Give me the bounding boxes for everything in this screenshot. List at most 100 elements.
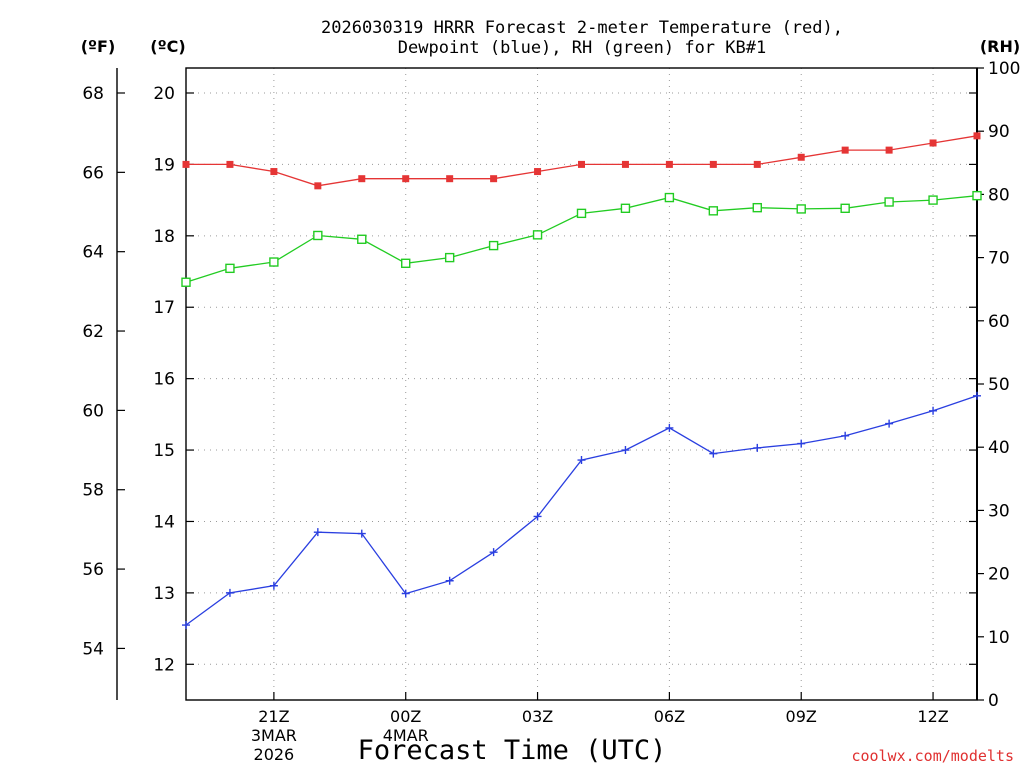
dewpoint-point [225, 588, 234, 597]
temperature-point [314, 182, 322, 190]
dewpoint-point [841, 431, 850, 440]
rh-tick-label: 100 [988, 59, 1020, 79]
dewpoint-point [797, 439, 806, 448]
celsius-tick-label: 16 [153, 370, 175, 390]
rh-tick-label: 40 [988, 438, 1010, 458]
temperature-point [490, 175, 498, 183]
dewpoint-point [445, 576, 454, 585]
rh-tick-label: 30 [988, 501, 1010, 521]
dewpoint-point [973, 391, 981, 400]
temperature-point [578, 160, 585, 168]
temperature-point [182, 160, 190, 168]
rh-tick-label: 20 [988, 565, 1010, 585]
celsius-tick-label: 20 [153, 84, 175, 104]
rh-point [708, 206, 719, 216]
fahrenheit-tick-label: 60 [82, 401, 104, 421]
temperature-point [797, 153, 805, 161]
rh-tick-label: 80 [988, 185, 1010, 205]
dewpoint-point [533, 512, 542, 521]
x-axis-title: Forecast Time (UTC) [358, 735, 667, 766]
temperature-point [358, 175, 366, 183]
celsius-tick-label: 15 [153, 441, 175, 461]
rh-point [313, 230, 323, 241]
rh-point [928, 195, 938, 205]
x-tick-label: 3MAR [251, 726, 297, 745]
dewpoint-point [621, 446, 630, 455]
rh-tick-label: 60 [988, 312, 1010, 332]
temperature-point [226, 160, 234, 168]
rh-point [532, 230, 543, 240]
dewpoint-point [929, 406, 938, 415]
fahrenheit-tick-label: 62 [82, 322, 104, 342]
celsius-unit-label: (ºC) [150, 37, 185, 56]
x-tick-label: 21Z [258, 707, 289, 726]
temperature-point [270, 168, 278, 176]
rh-point [840, 203, 850, 214]
chart-title-line-1: 2026030319 HRRR Forecast 2-meter Tempera… [321, 18, 843, 38]
rh-point [269, 257, 279, 267]
dewpoint-point [357, 529, 366, 538]
temperature-point [709, 160, 717, 168]
rh-point [796, 204, 806, 214]
rh-point [357, 234, 367, 244]
rh-tick-label: 0 [988, 691, 999, 711]
fahrenheit-tick-label: 68 [82, 84, 104, 104]
chart-title-line-2: Dewpoint (blue), RH (green) for KB#1 [398, 38, 766, 58]
temperature-point [446, 175, 454, 183]
rh-point [664, 192, 675, 203]
rh-tick-label: 10 [988, 628, 1010, 648]
rh-point [401, 258, 411, 268]
temperature-point [621, 160, 629, 168]
dewpoint-point [269, 581, 278, 590]
credit-text: coolwx.com/modelts [851, 747, 1014, 765]
fahrenheit-tick-label: 54 [82, 639, 104, 659]
dewpoint-point [489, 548, 498, 557]
temperature-line [186, 135, 978, 187]
celsius-tick-label: 13 [153, 584, 175, 604]
fahrenheit-tick-label: 64 [82, 243, 104, 263]
temperature-point [402, 175, 410, 183]
dewpoint-point [885, 419, 894, 428]
celsius-tick-label: 19 [153, 155, 175, 175]
temperature-point [841, 146, 849, 154]
rh-point [181, 277, 191, 287]
temperature-point [534, 168, 542, 176]
rh-tick-label: 90 [988, 122, 1010, 142]
x-tick-label: 03Z [522, 707, 553, 726]
fahrenheit-tick-label: 56 [82, 560, 104, 580]
rh-point [225, 263, 235, 274]
fahrenheit-unit-label: (ºF) [81, 37, 116, 56]
celsius-tick-label: 12 [153, 655, 175, 675]
dewpoint-point [401, 589, 410, 598]
x-tick-label: 12Z [917, 707, 948, 726]
x-tick-label: 00Z [390, 707, 421, 726]
rh-tick-label: 70 [988, 249, 1010, 269]
celsius-tick-label: 17 [153, 298, 175, 318]
dewpoint-point [182, 621, 190, 630]
dewpoint-point [709, 449, 718, 458]
temperature-point [885, 146, 893, 154]
rh-point [444, 252, 455, 263]
rh-point [752, 202, 762, 213]
data-series [181, 132, 982, 630]
rh-point [620, 203, 631, 214]
x-tick-label: 06Z [654, 707, 685, 726]
dewpoint-point [313, 528, 322, 537]
rh-unit-label: (RH) [980, 37, 1020, 56]
temperature-point [665, 160, 673, 168]
rh-point [576, 208, 587, 219]
dewpoint-line [185, 395, 978, 626]
rh-point [884, 197, 894, 207]
celsius-tick-label: 18 [153, 227, 175, 247]
rh-point [972, 190, 982, 201]
x-tick-label: 09Z [786, 707, 817, 726]
fahrenheit-tick-label: 66 [82, 163, 104, 183]
x-tick-label: 4MAR [383, 726, 429, 745]
temperature-point [973, 132, 981, 140]
fahrenheit-tick-label: 58 [82, 481, 104, 501]
temperature-point [753, 160, 761, 168]
temperature-point [929, 139, 937, 147]
rh-tick-label: 50 [988, 375, 1010, 395]
